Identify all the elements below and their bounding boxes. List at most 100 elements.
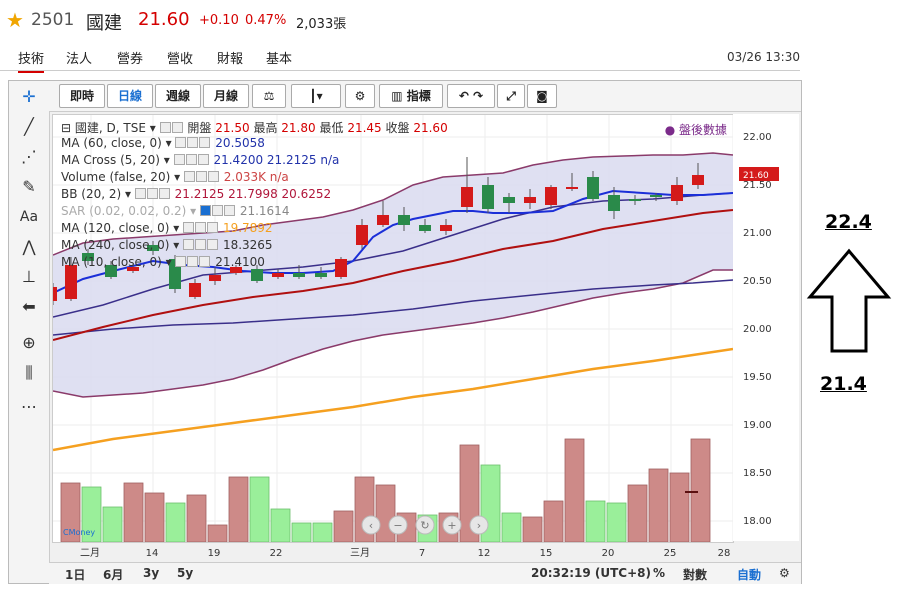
- high-value: 21.80: [281, 121, 316, 135]
- time-axis-svg: 二月 14 19 22 三月 7 12 15 20 25 28: [80, 547, 731, 559]
- measure-bars-icon[interactable]: ⫼: [25, 363, 33, 382]
- weekly-button[interactable]: 週線: [155, 84, 201, 108]
- fullscreen-icon[interactable]: ⤢: [497, 84, 525, 108]
- chart-toolbar: 即時 日線 週線 月線 ⚖ ┃▾ ⚙ ▥ 指標 ↶ ↷ ⤢ ◙: [49, 81, 801, 112]
- y-tick: 18.50: [743, 468, 772, 479]
- last-price-marker: [739, 167, 779, 181]
- favorite-star-icon[interactable]: ★: [6, 8, 24, 32]
- fib-icon[interactable]: ⋰: [21, 147, 37, 166]
- tab-technical[interactable]: 技術: [18, 48, 45, 73]
- x-tick: 19: [208, 548, 221, 559]
- log-toggle[interactable]: 對數: [683, 568, 708, 582]
- annotation-low: 21.4: [820, 373, 867, 395]
- compare-icon[interactable]: ⚖: [252, 84, 286, 108]
- tab-revenue[interactable]: 營收: [167, 52, 194, 67]
- last-price: 21.60: [138, 9, 190, 30]
- quote-datetime: 03/26 13:30: [727, 50, 800, 64]
- legend-row[interactable]: MA (120, close, 0) ▾ 19.7892: [61, 221, 273, 235]
- arrow-left-icon[interactable]: ⬅: [22, 297, 36, 316]
- high-label: 最高: [253, 121, 278, 135]
- undo-redo-icon[interactable]: ↶ ↷: [447, 84, 495, 108]
- legend-row[interactable]: Volume (false, 20) ▾ 2.033K n/a: [61, 170, 289, 184]
- percent-toggle[interactable]: %: [653, 566, 666, 580]
- legend-row-values: 18.3265: [222, 238, 273, 252]
- chart-type-icon[interactable]: ┃▾: [291, 84, 341, 108]
- time-axis[interactable]: 二月 14 19 22 三月 7 12 15 20 25 28: [52, 542, 732, 562]
- price-axis-svg: 22.00 21.50 21.00 20.50 20.00 19.50 19.0…: [739, 132, 779, 527]
- ma120-line: [53, 347, 733, 452]
- legend-row[interactable]: SAR (0.02, 0.02, 0.2) ▾ 21.1614: [61, 204, 290, 218]
- tab-margin[interactable]: 營券: [117, 52, 144, 67]
- text-tool-icon[interactable]: Aa: [19, 209, 39, 225]
- legend-row-values: 21.4100: [215, 255, 265, 269]
- tab-institutional[interactable]: 法人: [66, 52, 93, 67]
- nav-tabs: 技術 法人 營券 營收 財報 基本 03/26 13:30: [0, 44, 800, 73]
- trend-line-icon[interactable]: ╱: [24, 117, 34, 136]
- price-chart[interactable]: ‹ − ↻ + › CMoney ⊟ 國建, D, TSE ▾ 開盤 21.50 最高 …: [52, 114, 734, 543]
- settings-icon[interactable]: ⚙: [345, 84, 375, 108]
- x-tick: 14: [146, 548, 159, 559]
- bollinger-upper: [53, 152, 733, 256]
- price-change-percent: 0.47%: [245, 13, 287, 28]
- legend-row[interactable]: MA (60, close, 0) ▾ 20.5058: [61, 136, 265, 150]
- daily-button[interactable]: 日線: [107, 84, 153, 108]
- tab-financials[interactable]: 財報: [217, 52, 244, 67]
- y-tick: 22.00: [743, 132, 772, 143]
- legend-row[interactable]: MA Cross (5, 20) ▾ 21.4200 21.2125 n/a: [61, 153, 340, 167]
- zoom-controls[interactable]: [361, 515, 489, 535]
- svg-text:−: −: [393, 519, 402, 532]
- logo-watermark: CMoney: [63, 528, 95, 537]
- quote-header: ★ 2501 國建 21.60 +0.10 0.47% 2,033張: [0, 0, 900, 40]
- legend-title: 國建, D, TSE: [74, 121, 146, 135]
- x-tick: 12: [478, 548, 491, 559]
- ma60-line: [53, 279, 733, 336]
- brush-icon[interactable]: ✎: [22, 177, 36, 196]
- y-tick: 20.50: [743, 276, 772, 287]
- close-value: 21.60: [413, 121, 448, 135]
- pattern-icon[interactable]: ⋀: [22, 237, 36, 256]
- range-bar: 1日 6月 3y 5y 20:32:19 (UTC+8) % 對數 自動 ⚙: [49, 562, 801, 584]
- collapse-icon[interactable]: ⊟: [61, 121, 72, 135]
- y-tick: 21.50: [743, 180, 772, 191]
- price-axis[interactable]: 22.00 21.50 21.00 20.50 20.00 19.50 19.0…: [733, 114, 799, 541]
- indicators-button[interactable]: ▥ 指標: [379, 84, 443, 108]
- x-tick: 15: [540, 548, 553, 559]
- range-5y[interactable]: 5y: [177, 566, 194, 580]
- bollinger-band-fill: [53, 153, 733, 397]
- legend-row-label: SAR (0.02, 0.02, 0.2): [61, 204, 187, 218]
- more-icon[interactable]: ⋯: [21, 397, 37, 416]
- legend-row-values: 2.033K n/a: [223, 170, 289, 184]
- legend-row[interactable]: MA (10, close, 0) ▾ 21.4100: [61, 255, 265, 269]
- legend-row-label: MA (60, close, 0): [61, 136, 162, 150]
- annotation-high: 22.4: [825, 211, 872, 233]
- legend-row-label: MA Cross (5, 20): [61, 153, 160, 167]
- legend-row-label: Volume (false, 20): [61, 170, 171, 184]
- y-tick: 19.00: [743, 420, 772, 431]
- zoom-control-glyphs: ‹ − ↻ + ›: [369, 519, 481, 532]
- x-tick: 28: [718, 548, 731, 559]
- legend-row[interactable]: MA (240, close, 0) ▾ 18.3265: [61, 238, 273, 252]
- legend-row[interactable]: BB (20, 2) ▾ 21.2125 21.7998 20.6252: [61, 187, 332, 201]
- tab-basic[interactable]: 基本: [266, 52, 293, 67]
- ma20-line: [53, 209, 733, 341]
- svg-text:‹: ‹: [369, 519, 373, 532]
- camera-icon[interactable]: ◙: [527, 84, 557, 108]
- monthly-button[interactable]: 月線: [203, 84, 249, 108]
- open-value: 21.50: [215, 121, 250, 135]
- after-hours-label: 盤後數據: [678, 123, 727, 137]
- legend-row-label: MA (240, close, 0): [61, 238, 170, 252]
- price-chart-svg: ‹ − ↻ + › CMoney: [53, 115, 733, 542]
- measure-icon[interactable]: ⊥: [22, 267, 36, 286]
- zoom-in-icon[interactable]: ⊕: [22, 333, 36, 352]
- crosshair-icon[interactable]: ✛: [22, 87, 36, 106]
- settings-icon[interactable]: ⚙: [779, 566, 790, 580]
- low-value: 21.45: [347, 121, 382, 135]
- after-hours-link[interactable]: ● 盤後數據: [664, 123, 727, 137]
- range-3y[interactable]: 3y: [143, 566, 160, 580]
- ticker-code: 2501: [31, 10, 75, 30]
- range-6m[interactable]: 6月: [103, 568, 124, 582]
- x-tick: 22: [270, 548, 283, 559]
- auto-toggle[interactable]: 自動: [737, 568, 762, 582]
- range-1d[interactable]: 1日: [65, 568, 86, 582]
- realtime-button[interactable]: 即時: [59, 84, 105, 108]
